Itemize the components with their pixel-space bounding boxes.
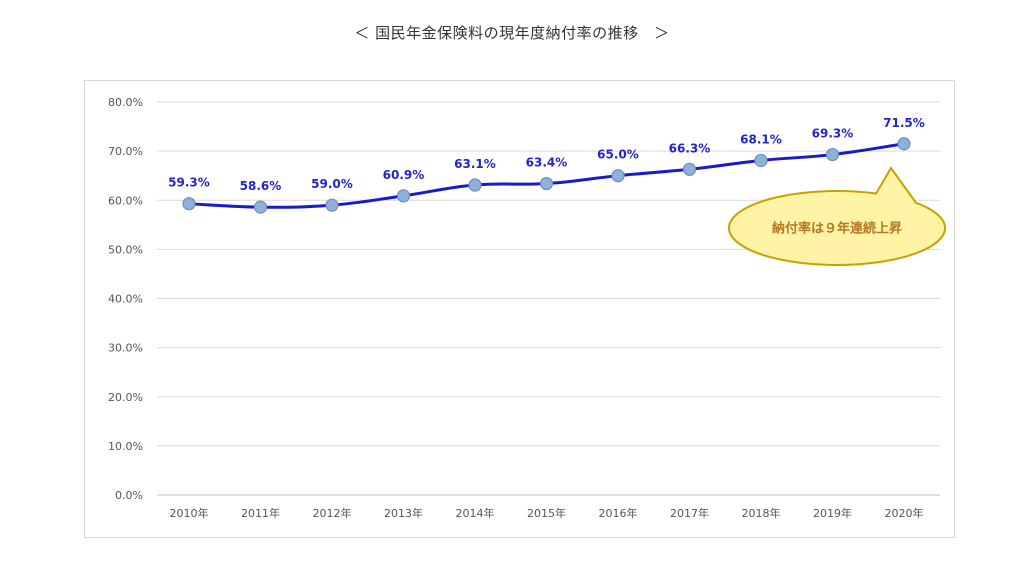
y-tick-label: 30.0% [108,342,143,355]
x-tick-label: 2010年 [170,506,209,520]
data-label: 59.3% [168,176,210,190]
data-point [396,189,411,203]
y-tick-label: 60.0% [108,194,143,207]
callout-bubble [728,166,946,267]
data-label: 69.3% [812,127,854,141]
data-point [754,153,768,168]
y-axis-tick-labels: 0.0% 10.0% 20.0% 30.0% 40.0% 50.0% 60.0% 70.0% 8… [108,96,143,502]
chart-frame: 0.0% 10.0% 20.0% 30.0% 40.0% 50.0% 60.0% 70.0% 8… [84,80,955,538]
y-tick-label: 50.0% [108,243,143,256]
y-tick-label: 70.0% [108,145,143,158]
x-tick-label: 2013年 [384,506,423,520]
data-label: 58.6% [240,179,282,193]
y-tick-label: 20.0% [108,391,143,404]
y-tick-label: 40.0% [108,293,143,306]
data-point [253,200,268,214]
data-point [825,147,840,162]
data-point [182,197,196,211]
x-tick-label: 2018年 [742,506,781,520]
x-tick-label: 2012年 [313,506,352,520]
x-tick-label: 2017年 [670,506,709,520]
y-tick-label: 10.0% [108,440,143,453]
data-point [682,162,697,176]
data-point [539,176,554,191]
x-tick-label: 2014年 [456,506,495,520]
data-label: 60.9% [383,168,425,182]
data-label: 63.1% [454,157,496,171]
marker-layer [182,137,911,214]
y-tick-label: 80.0% [108,96,143,109]
data-point [611,169,625,183]
x-tick-label: 2016年 [599,506,638,520]
data-label-layer: 59.3% 58.6% 59.0% 60.9% 63.1% 63.4% 65.0% 66.3%… [168,116,925,193]
line-chart: 0.0% 10.0% 20.0% 30.0% 40.0% 50.0% 60.0% 70.0% 8… [108,96,946,520]
x-axis-tick-labels: 2010年 2011年 2012年 2013年 2014年 2015年 2016年 2017年… [170,506,924,520]
x-tick-label: 2011年 [241,506,280,520]
data-point [897,137,911,151]
grid-layer [157,101,940,496]
data-label: 63.4% [526,156,568,170]
data-point [325,198,339,212]
data-label: 66.3% [669,141,711,155]
data-label: 59.0% [311,177,353,191]
x-tick-label: 2015年 [527,506,566,520]
chart-title: ＜ 国民年金保険料の現年度納付率の推移 ＞ [354,24,670,42]
callout-text: 納付率は９年連続上昇 [772,221,902,237]
x-tick-label: 2020年 [885,506,924,520]
x-tick-label: 2019年 [813,506,852,520]
data-point [468,178,482,192]
data-label: 68.1% [740,132,782,146]
y-tick-label: 0.0% [115,489,143,502]
data-label: 71.5% [883,116,925,130]
data-label: 65.0% [597,148,639,162]
callout: 納付率は９年連続上昇 [728,166,946,267]
